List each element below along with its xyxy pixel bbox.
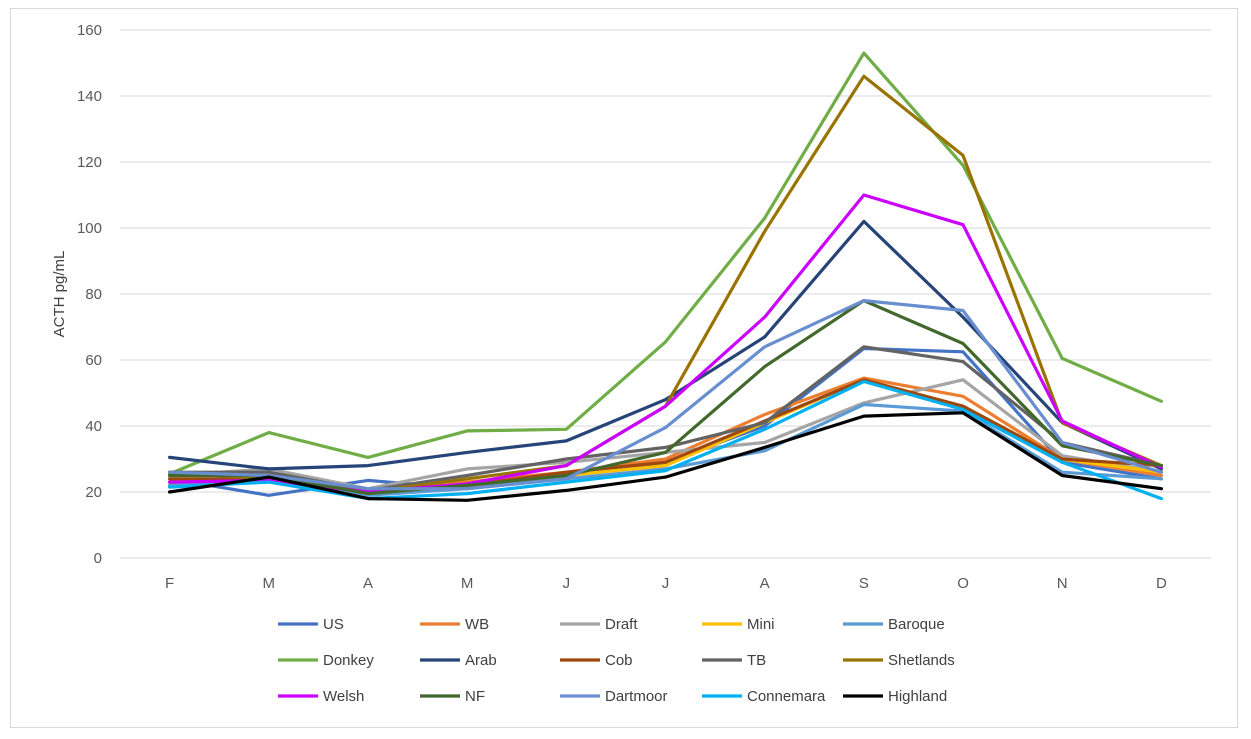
series-line-shetlands [168, 74, 1164, 494]
y-tick-label: 40 [85, 418, 102, 435]
x-tick-label: F [165, 575, 174, 592]
series-line-dartmoor [168, 299, 1164, 491]
legend-label-connemara: Connemara [747, 688, 826, 705]
legend-label-donkey: Donkey [323, 652, 374, 669]
x-tick-label: J [662, 575, 670, 592]
legend-label-mini: Mini [747, 616, 775, 633]
x-tick-label: S [859, 575, 869, 592]
x-tick-label: N [1057, 575, 1068, 592]
legend-label-baroque: Baroque [888, 616, 945, 633]
x-tick-label: A [760, 575, 770, 592]
x-tick-label: D [1156, 575, 1167, 592]
legend: US WB Draft Mini Baroque Donkey Arab Cob TB Shetl… [278, 616, 955, 705]
x-tick-label: M [461, 575, 474, 592]
legend-label-us: US [323, 616, 344, 633]
y-axis-label: ACTH pg/mL [51, 251, 68, 338]
legend-label-shetlands: Shetlands [888, 652, 955, 669]
legend-label-welsh: Welsh [323, 688, 364, 705]
series-line-donkey [168, 51, 1164, 476]
x-tick-label: J [563, 575, 571, 592]
legend-label-wb: WB [465, 616, 489, 633]
legend-label-tb: TB [747, 652, 766, 669]
y-tick-label: 0 [94, 550, 102, 567]
gridlines [120, 29, 1211, 559]
y-tick-label: 60 [85, 352, 102, 369]
chart-frame [10, 8, 1238, 728]
series-lines [168, 51, 1164, 502]
legend-label-highland: Highland [888, 688, 947, 705]
y-axis-ticks: 0 20 40 60 80 100 120 140 160 [77, 22, 102, 567]
legend-label-dartmoor: Dartmoor [605, 688, 668, 705]
series-line-highland [168, 411, 1164, 502]
x-tick-label: A [363, 575, 373, 592]
y-tick-label: 120 [77, 154, 102, 171]
y-tick-label: 140 [77, 88, 102, 105]
legend-label-nf: NF [465, 688, 485, 705]
series-line-connemara [168, 379, 1164, 501]
y-tick-label: 100 [77, 220, 102, 237]
x-tick-label: M [263, 575, 276, 592]
x-tick-label: O [957, 575, 969, 592]
y-tick-label: 80 [85, 286, 102, 303]
y-tick-label: 160 [77, 22, 102, 39]
y-tick-label: 20 [85, 484, 102, 501]
legend-label-draft: Draft [605, 616, 638, 633]
legend-label-cob: Cob [605, 652, 633, 669]
series-line-nf [168, 299, 1164, 496]
legend-label-arab: Arab [465, 652, 497, 669]
